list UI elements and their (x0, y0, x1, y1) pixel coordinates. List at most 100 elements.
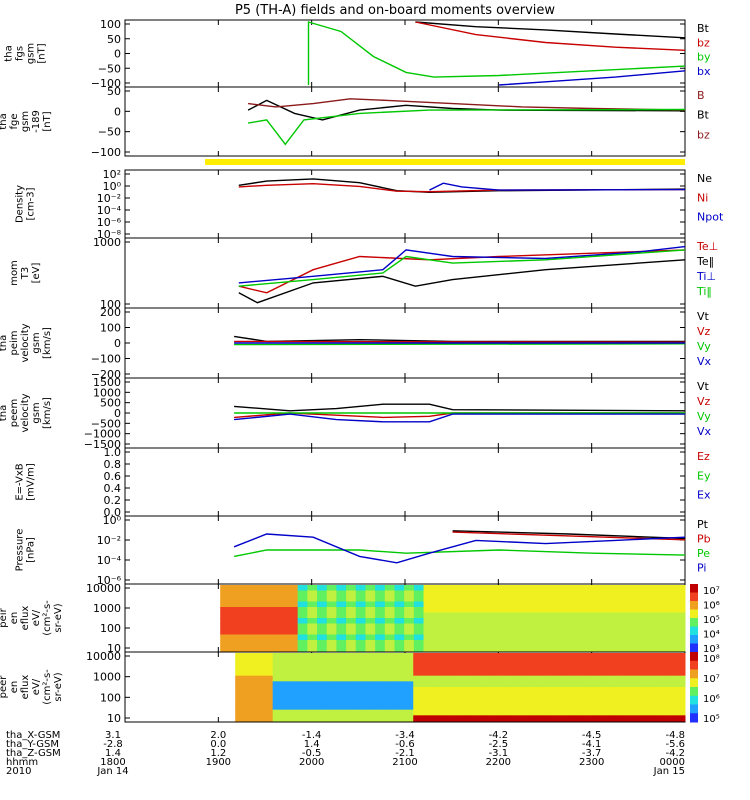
spectrogram-cell (572, 670, 583, 677)
y-tick-label: 0 (114, 407, 121, 420)
spectrogram-cell (442, 645, 454, 652)
spectrogram-cell (384, 590, 395, 597)
spectrogram-cell (510, 590, 521, 597)
spectrogram-cell (282, 709, 292, 716)
spectrogram-cell (535, 709, 545, 716)
spectrogram-cell (220, 607, 231, 613)
spectrogram-cell (220, 618, 231, 624)
spectrogram-cell (326, 623, 337, 630)
spectrogram-cell (460, 698, 470, 705)
spectrogram-cell (441, 704, 452, 711)
spectrogram-cell (497, 709, 508, 716)
spectrogram-cell (549, 618, 560, 624)
spectrogram-cell (442, 590, 454, 597)
spectrogram-cell (462, 634, 473, 641)
legend-label: Npot (697, 211, 724, 224)
spectrogram-cell (433, 640, 444, 646)
legend-label: bx (697, 65, 711, 78)
spectrogram-cell (675, 698, 686, 705)
spectrogram-cell (300, 658, 311, 665)
spectrogram-cell (338, 681, 349, 688)
spectrogram-cell (491, 601, 502, 608)
spectrogram-cell (510, 645, 521, 652)
spectrogram-cell (675, 585, 686, 591)
spectrogram-cell (229, 629, 241, 635)
spectrogram-cell (394, 692, 405, 699)
spectrogram-cell (626, 618, 638, 624)
spectrogram-cell (452, 601, 463, 608)
spectrogram-cell (636, 629, 647, 635)
spectrogram-cell (510, 585, 521, 591)
spectrogram-cell (600, 715, 611, 722)
spectrogram-cell (665, 585, 676, 591)
spectrogram-cell (462, 629, 473, 635)
spectrogram-cell (442, 607, 454, 613)
spectrogram-cell (235, 698, 246, 705)
spectrogram-cell (365, 585, 376, 591)
spectrogram-cell (510, 612, 521, 619)
panel-peer_flux: 10000 1000 100 10 thapeerenefluxeV/(cm²-s-sr… (0, 650, 720, 725)
spectrogram-cell (506, 715, 517, 722)
spectrogram-cell (478, 658, 489, 665)
y-tick-label: 100 (100, 322, 121, 335)
spectrogram-cell (253, 653, 264, 660)
colorbar-label: 10⁶ (703, 601, 720, 612)
series-line-Vy (234, 343, 686, 346)
spectrogram-cell (646, 623, 657, 630)
spectrogram-cell (656, 658, 667, 665)
spectrogram-cell (452, 596, 463, 602)
spectrogram-cell (441, 675, 452, 682)
spectrogram-cell (501, 585, 512, 591)
spectrogram-cell (346, 601, 357, 608)
spectrogram-cell (249, 601, 260, 608)
spectrogram-cell (462, 623, 473, 630)
spectrogram-cell (431, 670, 442, 677)
spectrogram-cell (384, 607, 395, 613)
spectrogram-cell (506, 704, 517, 711)
spectrogram-cell (319, 670, 330, 677)
spectrogram-cell (581, 692, 592, 699)
spectrogram-cell (317, 612, 328, 619)
spectrogram-cell (282, 687, 292, 694)
spectrogram-cell (263, 653, 274, 660)
spectrogram-cell (355, 585, 366, 591)
spectrogram-cell (263, 709, 274, 716)
spectrogram-cell (563, 715, 574, 722)
spectrogram-cell (310, 715, 321, 722)
spectrogram-cell (338, 715, 349, 722)
spectrogram-cell (516, 692, 527, 699)
legend-label: Bt (697, 109, 710, 122)
spectrogram-cell (510, 640, 521, 646)
spectrogram-cell (478, 687, 489, 694)
spectrogram-cell (328, 670, 339, 677)
spectrogram-cell (647, 704, 658, 711)
spectrogram-cell (235, 681, 246, 688)
spectrogram-cell (501, 640, 512, 646)
footer-value: 0.0 (210, 739, 226, 750)
spectrogram-cell (636, 585, 647, 591)
spectrogram-cell (535, 664, 545, 671)
spectrogram-cell (666, 653, 677, 660)
spectrogram-cell (544, 664, 555, 671)
spectrogram-cell (442, 612, 454, 619)
spectrogram-cell (263, 670, 274, 677)
spectrogram-cell (488, 653, 499, 660)
spectrogram-cell (366, 664, 377, 671)
colorbar-segment (690, 609, 698, 619)
spectrogram-cell (539, 590, 550, 597)
spectrogram-cell (535, 681, 545, 688)
spectrogram-cell (617, 618, 628, 624)
spectrogram-cell (375, 601, 386, 608)
spectrogram-cell (384, 645, 395, 652)
spectrogram-cell (646, 640, 657, 646)
spectrogram-cell (597, 640, 609, 646)
spectrogram-cell (525, 670, 536, 677)
spectrogram-cell (607, 640, 618, 646)
spectrogram-cell (544, 698, 555, 705)
spectrogram-cell (319, 715, 330, 722)
spectrogram-cell (319, 658, 330, 665)
spectrogram-cell (433, 585, 444, 591)
spectrogram-cell (530, 612, 541, 619)
y-tick-label: 50 (107, 33, 121, 46)
spectrogram-cell (366, 709, 377, 716)
